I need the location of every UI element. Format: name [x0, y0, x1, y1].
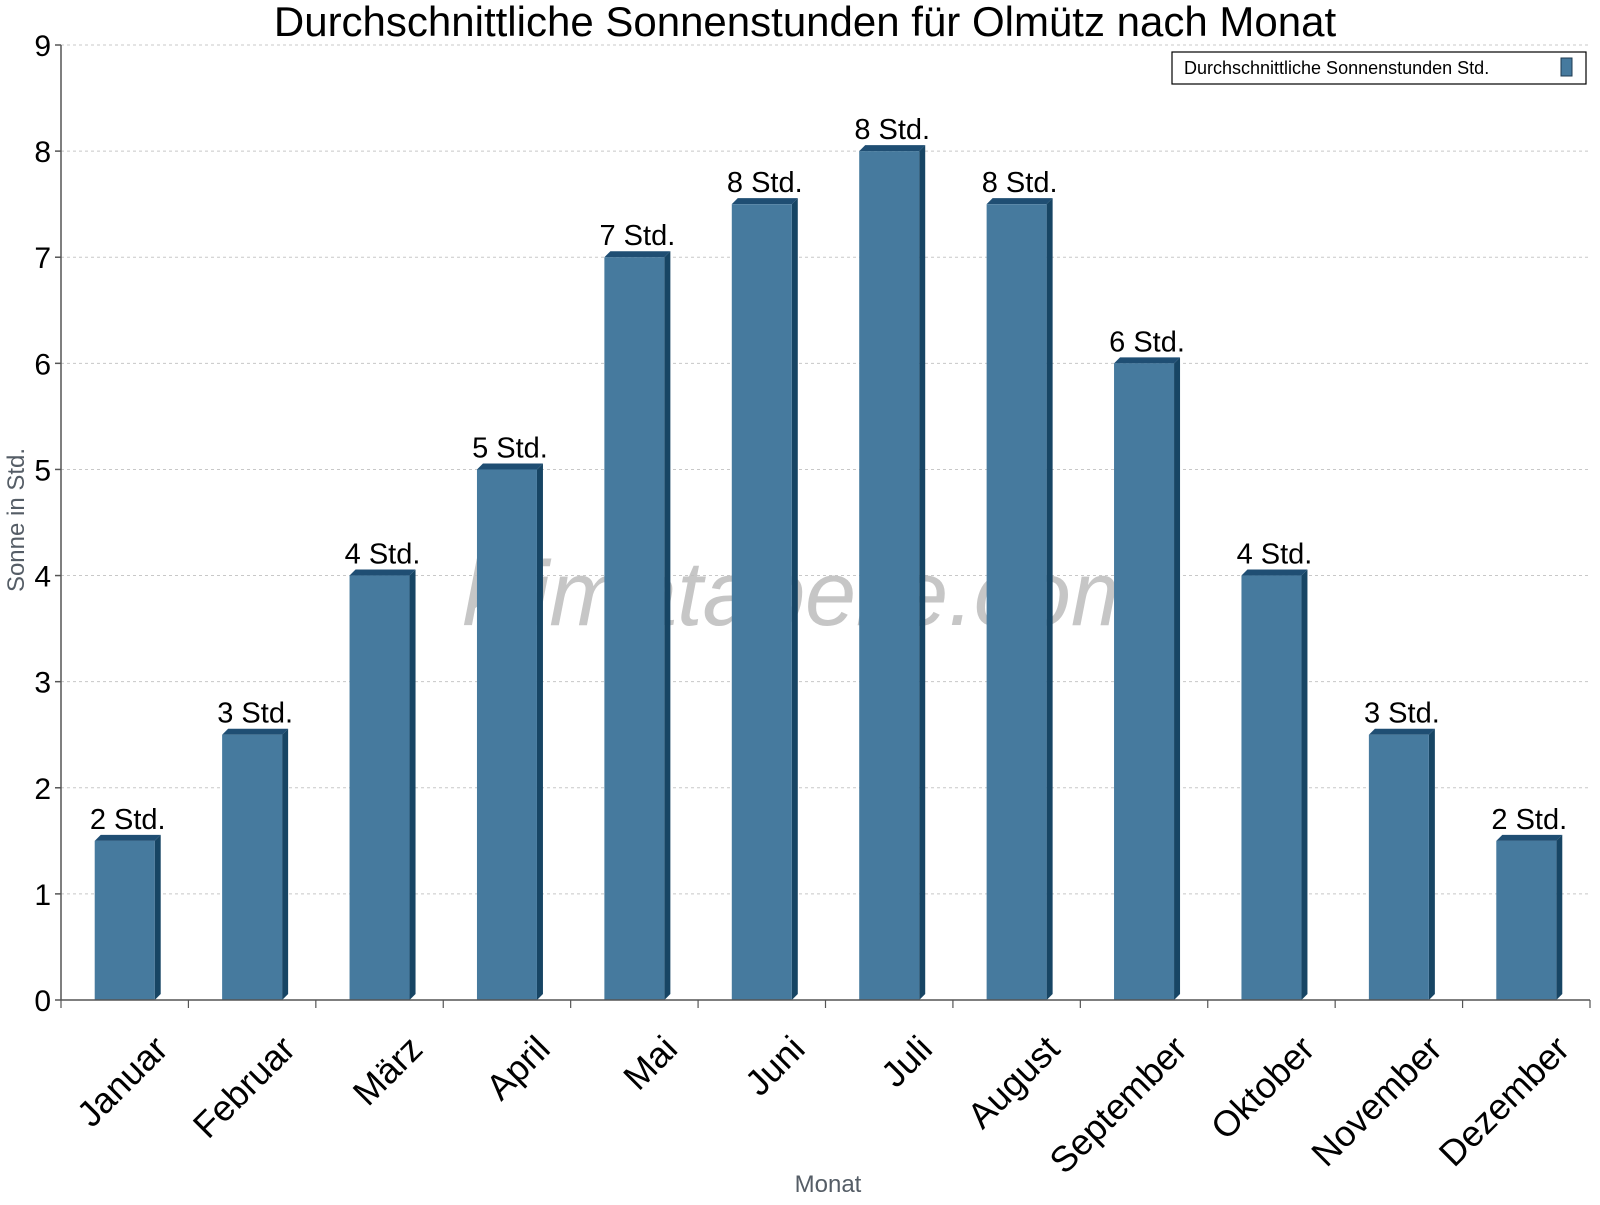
data-label: 8 Std.	[854, 114, 930, 146]
bar-top	[94, 834, 161, 841]
bar	[731, 204, 792, 1000]
bar-top	[476, 463, 543, 470]
x-tick-label: Februar	[185, 1028, 303, 1146]
x-tick-label: Mai	[615, 1028, 685, 1098]
y-tick-label: 5	[34, 454, 51, 487]
bar	[604, 257, 665, 1000]
bar-side	[536, 463, 543, 1000]
bar-side	[1428, 728, 1435, 1000]
bar	[476, 469, 537, 1000]
bar-top	[731, 198, 798, 205]
bar	[1114, 363, 1175, 1000]
data-labels: 2 Std. 3 Std. 4 Std. 5 Std. 7 Std. 8 Std. 8 St…	[90, 114, 1567, 836]
bar-top	[1368, 728, 1435, 735]
bar	[349, 575, 410, 1000]
legend: Durchschnittliche Sonnenstunden Std.	[1171, 51, 1587, 85]
data-label: 2 Std.	[90, 804, 166, 836]
x-tick-label: September	[1041, 1028, 1195, 1182]
bar-side	[1046, 198, 1053, 1000]
chart-title: Durchschnittliche Sonnenstunden für Olmü…	[274, 0, 1337, 45]
bar-top	[604, 251, 671, 258]
bar-top	[1496, 834, 1563, 841]
bar-top	[222, 728, 289, 735]
data-label: 6 Std.	[1109, 326, 1185, 358]
data-label: 8 Std.	[727, 167, 803, 199]
data-label: 5 Std.	[472, 432, 548, 464]
data-label: 2 Std.	[1491, 804, 1567, 836]
data-label: 3 Std.	[1364, 698, 1440, 730]
bar-top	[986, 198, 1053, 205]
legend-swatch	[1560, 57, 1573, 77]
bar-side	[791, 198, 798, 1000]
x-tick-label: November	[1303, 1028, 1449, 1174]
x-tick-label: Juni	[737, 1028, 813, 1104]
y-tick-label: 0	[34, 985, 51, 1018]
bar-side	[664, 251, 671, 1000]
legend-label: Durchschnittliche Sonnenstunden Std.	[1184, 58, 1489, 78]
bar	[1241, 575, 1302, 1000]
bar-side	[919, 145, 926, 1001]
bar	[222, 734, 283, 1000]
x-tick-label: Juli	[873, 1028, 940, 1095]
x-tick-label: März	[345, 1028, 431, 1114]
grid-lines	[61, 44, 1590, 895]
y-tick-label: 8	[34, 136, 51, 169]
x-tick-label: Januar	[69, 1028, 176, 1135]
data-label: 4 Std.	[1237, 539, 1313, 571]
y-tick-label: 3	[34, 667, 51, 700]
bar-top	[1241, 569, 1308, 576]
bar-side	[154, 834, 161, 1000]
bar-series	[94, 145, 1563, 1001]
bar-side	[1301, 569, 1308, 1000]
y-tick-label: 2	[34, 773, 51, 806]
bar	[1496, 840, 1557, 1000]
y-axis-label: Sonne in Std.	[3, 448, 30, 592]
x-tick-label: Oktober	[1203, 1028, 1323, 1148]
data-label: 8 Std.	[982, 167, 1058, 199]
bar	[1368, 734, 1429, 1000]
bar-side	[282, 728, 289, 1000]
bar-side	[409, 569, 416, 1000]
bar-top	[349, 569, 416, 576]
bar-top	[1114, 357, 1181, 364]
y-tick-label: 9	[34, 30, 51, 63]
y-tick-label: 6	[34, 348, 51, 381]
data-label: 7 Std.	[599, 220, 675, 252]
y-tick-label: 4	[34, 561, 51, 594]
bar-side	[1174, 357, 1181, 1000]
bar	[859, 151, 920, 1001]
bar-top	[859, 145, 926, 152]
y-tick-label: 1	[34, 879, 51, 912]
x-tick-label: August	[959, 1028, 1067, 1136]
y-tick-label: 7	[34, 242, 51, 275]
x-tick-label: April	[478, 1028, 558, 1108]
x-axis-label: Monat	[795, 1171, 862, 1198]
bar-side	[1556, 834, 1563, 1000]
legend-box	[1171, 51, 1587, 85]
bar	[94, 840, 155, 1000]
x-tick-label: Dezember	[1431, 1028, 1577, 1174]
data-label: 3 Std.	[217, 698, 293, 730]
data-label: 4 Std.	[345, 539, 421, 571]
bar	[986, 204, 1047, 1000]
